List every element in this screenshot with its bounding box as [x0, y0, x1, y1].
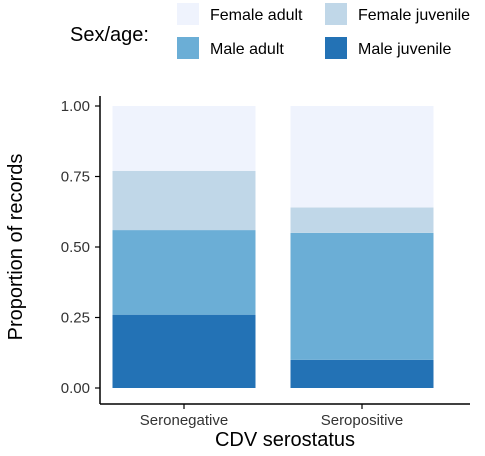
y-tick-label: 0.00 — [61, 380, 90, 397]
legend-swatch — [325, 37, 347, 59]
bars — [112, 106, 434, 388]
bar-seronegative-male-juvenile — [112, 314, 256, 388]
y-tick-label: 0.75 — [61, 169, 90, 186]
legend-label: Female adult — [210, 7, 303, 24]
x-axis-title: CDV serostatus — [215, 429, 355, 451]
bar-seronegative-male-adult — [112, 230, 256, 315]
legend: Sex/age: Female adult Female juvenile Male… — [70, 3, 470, 59]
x-tick-label: Seropositive — [321, 412, 404, 429]
bar-seropositive-female-adult — [290, 106, 434, 208]
x-ticks: Seronegative Seropositive — [140, 404, 403, 429]
y-tick-label: 1.00 — [61, 98, 90, 115]
bar-seronegative-female-adult — [112, 106, 256, 171]
legend-swatch — [325, 3, 347, 25]
y-tick-label: 0.50 — [61, 239, 90, 256]
y-axis-title: Proportion of records — [5, 154, 27, 341]
legend-label: Male adult — [210, 41, 284, 58]
bar-seropositive-male-adult — [290, 232, 434, 360]
y-tick-label: 0.25 — [61, 310, 90, 327]
legend-swatch — [177, 3, 199, 25]
x-tick-label: Seronegative — [140, 412, 228, 429]
legend-title: Sex/age: — [70, 24, 149, 46]
bar-seropositive-male-juvenile — [290, 359, 434, 388]
legend-label: Male juvenile — [358, 41, 451, 58]
bar-seronegative-female-juvenile — [112, 170, 256, 231]
legend-swatch — [177, 37, 199, 59]
y-ticks: 0.00 0.25 0.50 0.75 1.00 — [61, 98, 100, 397]
legend-label: Female juvenile — [358, 7, 470, 24]
bar-seropositive-female-juvenile — [290, 207, 434, 233]
